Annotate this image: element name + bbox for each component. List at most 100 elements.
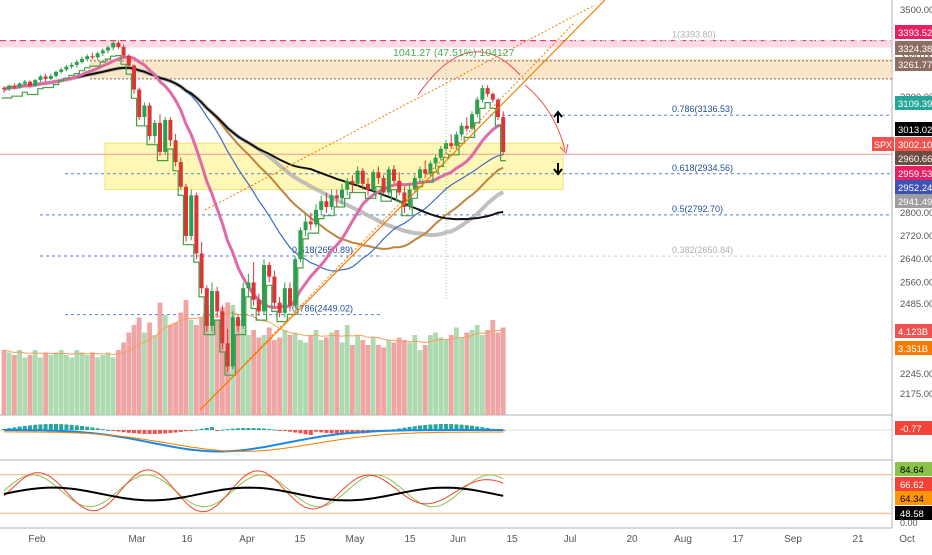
macd-histogram-bar bbox=[230, 428, 235, 430]
volume-bar bbox=[183, 300, 189, 415]
candle-body bbox=[241, 288, 246, 326]
macd-histogram-bar bbox=[152, 430, 157, 434]
candle-body bbox=[132, 65, 136, 90]
candle-body bbox=[111, 42, 116, 48]
macd-histogram-bar bbox=[454, 424, 459, 430]
volume-bar bbox=[214, 320, 220, 415]
candle-body bbox=[423, 169, 428, 174]
macd-histogram-bar bbox=[12, 427, 17, 430]
price-tick-label: 2720.00 bbox=[900, 231, 932, 242]
candle-body bbox=[418, 169, 422, 178]
volume-bar bbox=[22, 357, 28, 415]
volume-bar bbox=[17, 350, 22, 415]
price-badge-value: 2941.49 bbox=[898, 197, 932, 208]
candle-body bbox=[428, 163, 433, 174]
symbol-tag bbox=[872, 137, 894, 151]
candle-body bbox=[168, 120, 173, 141]
macd-histogram-bar bbox=[236, 428, 240, 430]
volume-bar bbox=[381, 347, 386, 415]
volume-bar bbox=[365, 345, 371, 415]
macd-histogram-bar bbox=[303, 430, 308, 435]
volume-bar bbox=[6, 352, 12, 415]
volume-bar bbox=[339, 342, 345, 415]
macd-histogram-bar bbox=[225, 429, 230, 431]
volume-bar bbox=[194, 325, 199, 415]
candle-body bbox=[288, 288, 292, 306]
macd-histogram-bar bbox=[194, 429, 199, 431]
macd-histogram-bar bbox=[215, 430, 220, 431]
macd-histogram-bar bbox=[48, 424, 53, 430]
candle-body bbox=[194, 195, 199, 254]
candle-body bbox=[376, 172, 381, 178]
volume-bar bbox=[360, 340, 366, 415]
volume-bar bbox=[350, 345, 355, 415]
candle-body bbox=[319, 201, 324, 210]
macd-histogram-bar bbox=[163, 430, 168, 434]
candle-body bbox=[106, 47, 110, 51]
volume-bar bbox=[469, 330, 475, 415]
projection-arrow bbox=[524, 84, 566, 151]
candle-body bbox=[324, 201, 329, 207]
macd-histogram-bar bbox=[22, 425, 27, 430]
volume-bar bbox=[204, 305, 210, 415]
macd-histogram-bar bbox=[116, 430, 121, 432]
volume-bar bbox=[136, 317, 142, 415]
oscillator-badge bbox=[895, 462, 932, 476]
volume-bar bbox=[454, 327, 459, 415]
candle-body bbox=[80, 59, 84, 62]
candle-body bbox=[386, 169, 391, 193]
volume-bar bbox=[90, 352, 95, 415]
candle-body bbox=[397, 180, 402, 193]
macd-histogram-bar bbox=[277, 430, 282, 431]
macd-histogram-bar bbox=[54, 424, 58, 430]
candle-body bbox=[220, 311, 225, 344]
fib-level-label: 0.618(2934.56) bbox=[672, 163, 733, 173]
candle-body bbox=[267, 265, 272, 277]
candle-body bbox=[256, 299, 261, 312]
candle-body bbox=[225, 343, 230, 367]
fib-level-label: 0.786(2449.02) bbox=[292, 304, 353, 314]
fib-level-label: 0.5(2792.70) bbox=[672, 204, 723, 214]
macd-badge bbox=[895, 421, 932, 435]
macd-histogram-bar bbox=[33, 424, 38, 430]
macd-histogram-bar bbox=[95, 428, 100, 430]
macd-histogram-bar bbox=[121, 430, 126, 433]
volume-bar bbox=[58, 350, 64, 415]
macd-histogram-bar bbox=[319, 430, 324, 433]
volume-bar bbox=[105, 352, 111, 415]
volume-bar bbox=[500, 327, 506, 415]
volume-bar bbox=[100, 355, 106, 415]
volume-bar bbox=[27, 355, 33, 415]
price-badge-value: 2960.66 bbox=[898, 154, 932, 165]
price-badge bbox=[895, 166, 932, 180]
volume-bar bbox=[308, 335, 314, 415]
macd-histogram-bar bbox=[418, 425, 422, 430]
time-tick-label: Jun bbox=[450, 534, 466, 545]
candle-body bbox=[54, 71, 58, 76]
macd-histogram-bar bbox=[470, 425, 474, 430]
oscillator-fast-line bbox=[3, 474, 504, 508]
volume-bar bbox=[178, 312, 184, 415]
candle-body bbox=[475, 99, 480, 115]
candle-body bbox=[236, 317, 240, 326]
projection-arc bbox=[417, 51, 521, 96]
candle-body bbox=[251, 282, 256, 300]
volume-bar bbox=[162, 315, 168, 415]
volume-bar bbox=[407, 342, 412, 415]
price-badge-value: 3002.10 bbox=[898, 140, 932, 151]
candle-body bbox=[230, 317, 235, 367]
time-tick-label: Aug bbox=[674, 534, 692, 545]
volume-bar bbox=[261, 335, 267, 415]
volume-bar bbox=[1, 350, 7, 415]
candle-body bbox=[371, 172, 376, 190]
price-badge-value: 3013.02 bbox=[898, 125, 932, 136]
candle-body bbox=[74, 62, 79, 65]
macd-histogram-bar bbox=[256, 428, 261, 430]
time-tick-label: Jul bbox=[564, 534, 577, 545]
macd-histogram-bar bbox=[80, 426, 84, 430]
candle-body bbox=[90, 56, 95, 58]
macd-histogram-bar bbox=[459, 424, 464, 430]
candle-body bbox=[355, 170, 360, 184]
candle-body bbox=[126, 55, 131, 66]
